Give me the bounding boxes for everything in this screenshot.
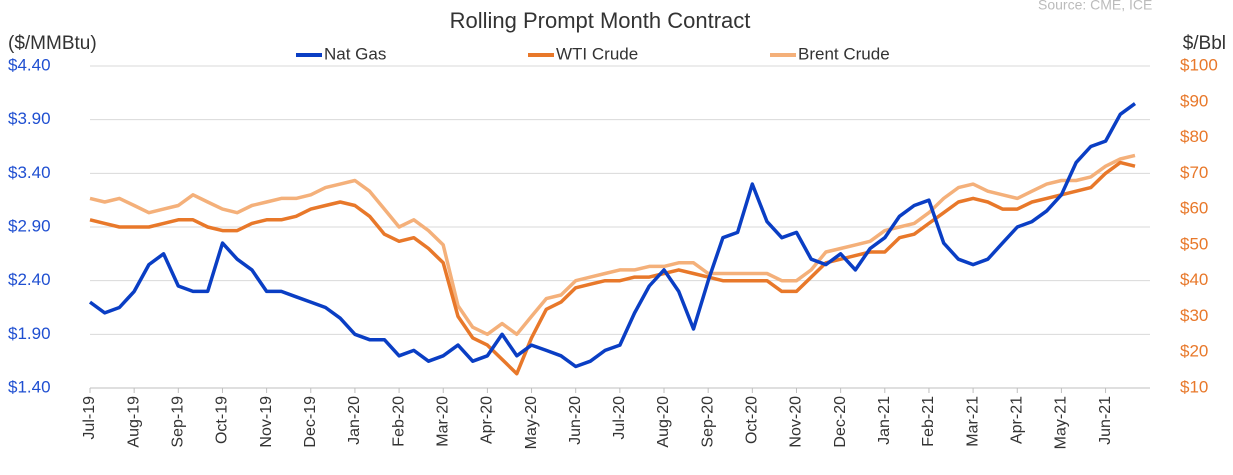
x-tick-label: Mar-20 <box>434 396 451 447</box>
y-tick-label: $1.90 <box>8 324 51 343</box>
x-tick-label: Sep-19 <box>170 396 187 448</box>
x-tick-label: Mar-21 <box>964 396 981 447</box>
series-line <box>89 160 1136 376</box>
y-tick-label: $2.90 <box>8 216 51 235</box>
series-line <box>88 102 1137 369</box>
y-tick-label: $4.40 <box>8 55 51 74</box>
y2-tick-label: $20 <box>1180 342 1208 361</box>
y2-tick-label: $90 <box>1180 91 1208 110</box>
x-tick-label: Jun-21 <box>1097 396 1114 445</box>
y-tick-label: $3.40 <box>8 163 51 182</box>
legend-label: Nat Gas <box>324 44 386 63</box>
x-tick-label: Jun-20 <box>567 396 584 445</box>
x-tick-label: Apr-20 <box>479 396 496 444</box>
x-tick-label: Dec-20 <box>832 396 849 448</box>
x-tick-label: Oct-20 <box>744 396 761 444</box>
y2-tick-label: $50 <box>1180 234 1208 253</box>
x-tick-label: May-21 <box>1053 396 1070 449</box>
x-tick-label: Jan-20 <box>346 396 363 445</box>
legend-label: WTI Crude <box>556 44 638 63</box>
legend-label: Brent Crude <box>798 44 890 63</box>
x-tick-label: Oct-19 <box>214 396 231 444</box>
source-note: Source: CME, ICE <box>1038 0 1152 13</box>
x-tick-label: May-20 <box>523 396 540 449</box>
y2-tick-label: $60 <box>1180 199 1208 218</box>
x-tick-label: Sep-20 <box>699 396 716 448</box>
x-tick-label: Feb-21 <box>920 396 937 447</box>
y-tick-label: $3.90 <box>8 109 51 128</box>
series-line <box>89 153 1136 337</box>
x-tick-label: Jul-20 <box>611 396 628 440</box>
y2-tick-label: $100 <box>1180 55 1218 74</box>
y-tick-label: $2.40 <box>8 270 51 289</box>
y2-tick-label: $70 <box>1180 163 1208 182</box>
x-tick-label: Jul-19 <box>81 396 98 440</box>
y2-tick-label: $10 <box>1180 377 1208 396</box>
y-tick-label: $1.40 <box>8 377 51 396</box>
y-axis-label: ($/MMBtu) <box>8 33 97 54</box>
chart-title: Rolling Prompt Month Contract <box>450 8 751 33</box>
x-tick-label: Dec-19 <box>302 396 319 448</box>
x-tick-label: Nov-20 <box>788 396 805 448</box>
x-tick-label: Feb-20 <box>390 396 407 447</box>
y2-tick-label: $80 <box>1180 127 1208 146</box>
y2-tick-label: $30 <box>1180 306 1208 325</box>
x-tick-label: Aug-19 <box>125 396 142 448</box>
y2-axis-label: $/Bbl <box>1183 33 1226 54</box>
x-tick-label: Aug-20 <box>655 396 672 448</box>
x-tick-label: Jan-21 <box>876 396 893 445</box>
x-tick-label: Apr-21 <box>1008 396 1025 444</box>
x-tick-label: Nov-19 <box>258 396 275 448</box>
y2-tick-label: $40 <box>1180 270 1208 289</box>
